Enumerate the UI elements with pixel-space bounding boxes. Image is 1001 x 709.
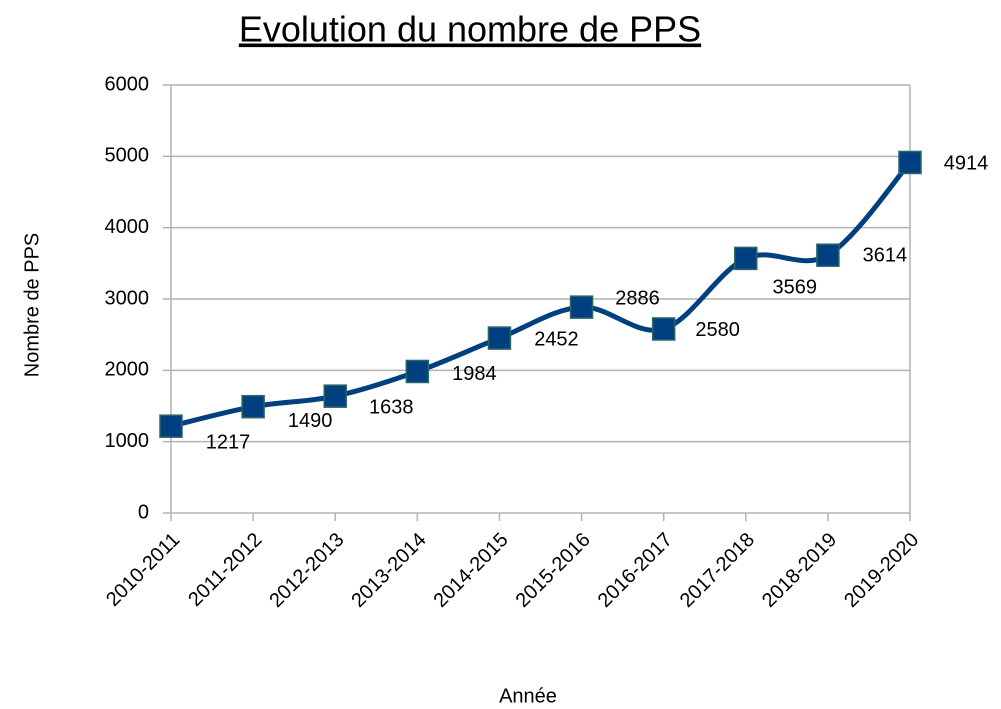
x-tick-label: 2016-2017 [594, 529, 677, 612]
y-tick-label: 2000 [105, 359, 150, 381]
x-tick-label: 2011-2012 [184, 529, 266, 611]
y-axis-label: Nombre de PPS [21, 233, 43, 378]
y-tick-label: 4000 [105, 216, 150, 238]
marker [159, 414, 183, 438]
x-tick-label: 2012-2013 [265, 529, 348, 612]
data-label: 3569 [773, 277, 818, 299]
data-label: 1638 [369, 396, 414, 418]
x-tick-label: 2014-2015 [430, 529, 513, 612]
x-axis-label: Année [499, 685, 557, 707]
marker [569, 295, 594, 319]
marker [241, 394, 265, 419]
data-label: 1490 [288, 410, 333, 432]
marker [405, 359, 430, 384]
y-tick-label: 3000 [105, 287, 150, 309]
chart-title: Evolution du nombre de PPS [239, 9, 701, 50]
marker [816, 243, 840, 267]
data-label: 1217 [206, 431, 251, 453]
data-label: 2886 [615, 287, 660, 309]
y-tick-label: 1000 [105, 430, 150, 452]
marker [898, 150, 922, 175]
data-label: 3614 [863, 244, 908, 266]
data-label: 1984 [452, 363, 497, 385]
data-label: 4914 [944, 153, 989, 175]
x-tick-label: 2017-2018 [676, 529, 759, 612]
line [170, 160, 912, 429]
marker [487, 326, 512, 350]
marker [734, 246, 758, 271]
y-tick-label: 5000 [105, 145, 150, 167]
x-tick-label: 2019-2020 [840, 529, 923, 612]
x-tick-label: 2018-2019 [758, 529, 841, 612]
x-tick-label: 2010-2011 [102, 529, 184, 611]
marker [651, 317, 676, 341]
x-tick-label: 2013-2014 [347, 529, 430, 612]
marker [323, 384, 347, 408]
y-tick-label: 0 [138, 501, 149, 523]
data-label: 2580 [695, 319, 740, 341]
y-tick-label: 6000 [105, 73, 150, 95]
x-tick-label: 2015-2016 [512, 529, 595, 612]
data-label: 2452 [534, 328, 579, 350]
